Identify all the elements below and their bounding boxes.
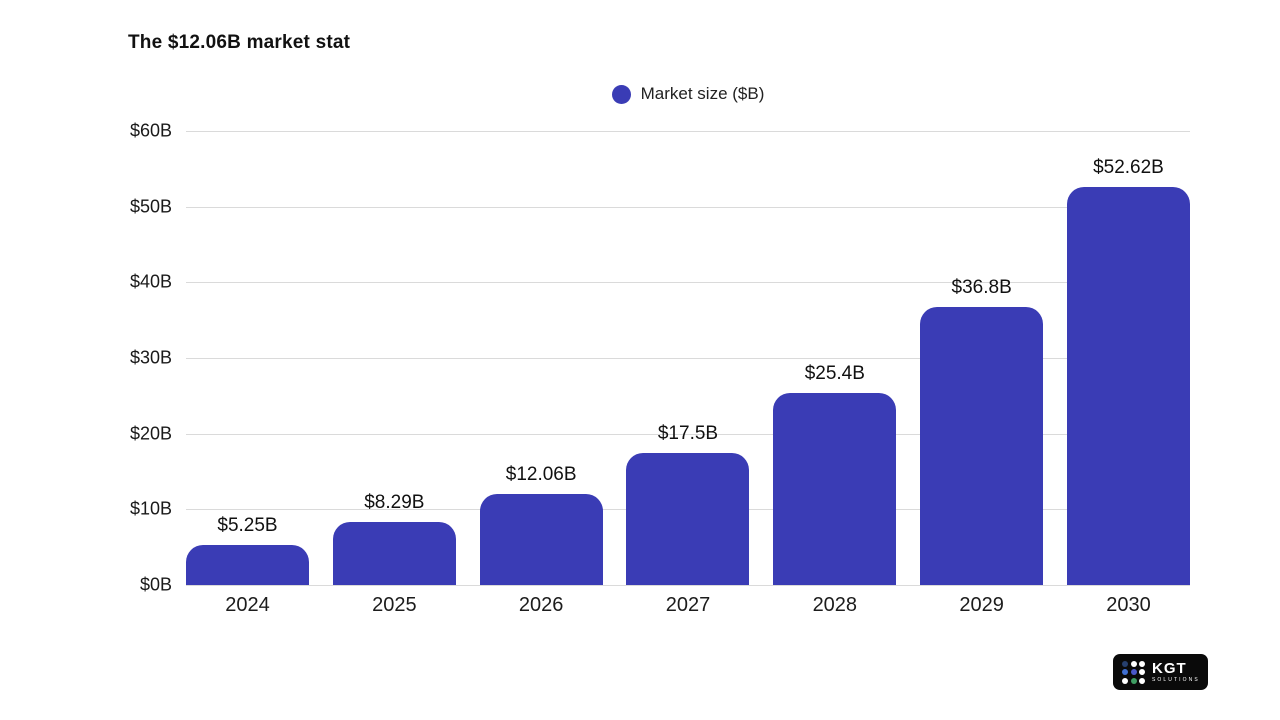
x-axis-label: 2029	[959, 594, 1004, 616]
y-axis-label: $0B	[139, 574, 172, 595]
y-axis-label: $50B	[129, 196, 172, 217]
x-axis-label: 2027	[665, 594, 711, 616]
legend: Market size ($B)	[186, 84, 1190, 104]
bar-2028: $25.4B 2028	[773, 363, 897, 616]
bar-2024: $5.25B 2024	[186, 515, 309, 616]
logo-name: KGT	[1152, 660, 1187, 677]
logo-dot	[1130, 669, 1137, 675]
gridline	[186, 358, 1190, 359]
gridline	[186, 131, 1190, 132]
logo-subtext: SOLUTIONS	[1152, 677, 1200, 683]
plot-area: $0B $10B $20B $30B $40B $50B $60B $5.25B 2024 $8…	[130, 121, 1190, 616]
y-axis-label: $60B	[129, 120, 172, 141]
bar-2029: $36.8B 2029	[920, 277, 1044, 616]
x-axis-label: 2024	[225, 594, 270, 616]
logo-dot	[1139, 669, 1145, 675]
y-axis-label: $30B	[129, 347, 172, 368]
bar-value-label: $25.4B	[804, 362, 865, 384]
logo-dot	[1130, 660, 1137, 667]
logo-dot	[1122, 660, 1128, 667]
bar-value-label: $12.06B	[505, 463, 577, 485]
y-axis-label: $10B	[129, 498, 172, 519]
x-axis-label: 2030	[1106, 594, 1151, 616]
gridline	[186, 206, 1190, 208]
logo-dot	[1122, 669, 1128, 675]
x-axis-label: 2026	[518, 594, 564, 616]
bar-2026: $12.06B 2026	[479, 464, 603, 616]
logo-dot	[1139, 677, 1145, 684]
bar-2025: $8.29B 2025	[332, 492, 456, 616]
bar-value-label: $5.25B	[217, 515, 278, 537]
y-axis-label: $20B	[129, 423, 172, 444]
gridline	[186, 433, 1190, 435]
bar-2030: $52.62B 2030	[1066, 157, 1190, 616]
bars: $5.25B 2024 $8.29B 2025 $12.06B 2026 $17.5B 202…	[186, 131, 1190, 616]
x-axis-label: 2028	[812, 594, 858, 616]
bar-value-label: $52.62B	[1093, 156, 1164, 178]
bar-value-label: $8.29B	[364, 492, 425, 514]
chart-title: The $12.06B market stat	[128, 32, 351, 53]
kgt-logo: KGT SOLUTIONS	[1113, 654, 1208, 690]
y-axis-label: $40B	[129, 271, 172, 292]
logo-dot	[1130, 677, 1137, 684]
logo-dot	[1122, 677, 1128, 684]
gridline	[186, 585, 1190, 586]
bar-value-label: $36.8B	[951, 276, 1012, 298]
bar-2027: $17.5B 2027	[626, 423, 750, 616]
logo-dot-grid-icon	[1122, 660, 1145, 684]
legend-circle-icon	[611, 84, 631, 104]
logo-dot	[1139, 660, 1145, 667]
gridline	[186, 282, 1190, 284]
x-axis-label: 2025	[372, 594, 417, 616]
bar-value-label: $17.5B	[657, 422, 719, 444]
legend-label: Market size ($B)	[640, 84, 765, 103]
